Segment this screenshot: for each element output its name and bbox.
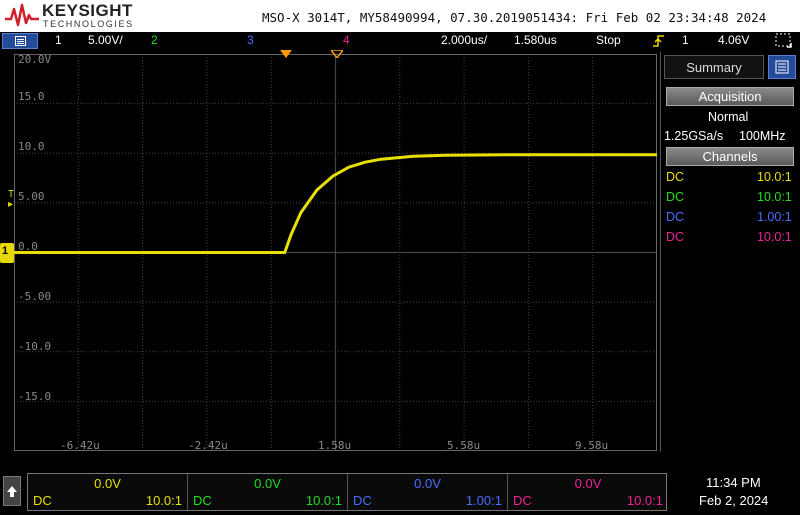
y-tick-label: 10.0 bbox=[18, 140, 45, 153]
trigger-marker-label: T bbox=[8, 189, 15, 200]
acquisition-section-button[interactable]: Acquisition bbox=[666, 87, 794, 106]
trigger-source[interactable]: 1 bbox=[682, 33, 689, 47]
acquisition-mode: Normal bbox=[708, 110, 749, 124]
trigger-level-marker[interactable]: T ▸ bbox=[8, 189, 15, 210]
ch1-coupling: DC bbox=[33, 493, 52, 508]
ch2-info-box[interactable]: 0.0V DC 10.0:1 bbox=[188, 474, 348, 510]
ch1-scale[interactable]: 5.00V/ bbox=[88, 33, 123, 47]
x-tick-label: -6.42u bbox=[60, 439, 100, 452]
y-tick-label: 5.00 bbox=[18, 190, 45, 203]
sidebar-ch4-probe: 10.0:1 bbox=[757, 230, 792, 244]
sidebar-ch3-probe: 1.00:1 bbox=[757, 210, 792, 224]
instrument-info: MSO-X 3014T, MY58490994, 07.30.201905143… bbox=[262, 10, 767, 25]
ch3-number[interactable]: 3 bbox=[247, 33, 254, 47]
ch3-info-box[interactable]: 0.0V DC 1.00:1 bbox=[348, 474, 508, 510]
timebase-delay[interactable]: 1.580us bbox=[514, 33, 557, 47]
sidebar-ch4-coupling: DC bbox=[666, 230, 685, 244]
ch1-number[interactable]: 1 bbox=[55, 33, 62, 47]
sidebar-ch2-coupling: DC bbox=[666, 190, 685, 204]
brand-name: KEYSIGHT bbox=[42, 1, 133, 20]
y-tick-label: 20.0V bbox=[18, 53, 52, 66]
sidebar-ch1-coupling: DC bbox=[666, 170, 685, 184]
ch1-probe: 10.0:1 bbox=[145, 493, 182, 508]
trigger-edge-icon bbox=[653, 35, 664, 47]
y-tick-label: -5.00 bbox=[18, 290, 52, 303]
channels-section-button[interactable]: Channels bbox=[666, 147, 794, 166]
ch4-info-box[interactable]: 0.0V DC 10.0:1 bbox=[508, 474, 668, 510]
ch3-coupling: DC bbox=[353, 493, 372, 508]
up-arrow-icon bbox=[7, 486, 17, 497]
ch1-trace bbox=[14, 153, 657, 254]
main-menu-button[interactable] bbox=[2, 33, 38, 49]
title-bar: KEYSIGHT TECHNOLOGIES MSO-X 3014T, MY584… bbox=[0, 0, 800, 32]
status-bar: 1 5.00V/ 2 3 4 2.000us/ 1.580us Stop 1 4… bbox=[0, 32, 800, 50]
y-tick-label: 15.0 bbox=[18, 90, 45, 103]
time-reference-marker-icon[interactable] bbox=[331, 50, 343, 58]
keysight-logo-icon bbox=[5, 3, 39, 27]
sidebar-menu-icon bbox=[775, 60, 789, 74]
ch4-probe: 10.0:1 bbox=[626, 493, 663, 508]
x-tick-label: 9.58u bbox=[575, 439, 609, 452]
sidebar-ch2-probe: 10.0:1 bbox=[757, 190, 792, 204]
brand-subtitle: TECHNOLOGIES bbox=[43, 19, 134, 29]
bandwidth: 100MHz bbox=[739, 129, 786, 143]
trigger-position-marker-icon[interactable] bbox=[280, 50, 292, 58]
summary-tab-label: Summary bbox=[686, 60, 742, 75]
sidebar bbox=[660, 52, 800, 452]
sample-rate: 1.25GSa/s bbox=[664, 129, 724, 143]
run-state[interactable]: Stop bbox=[596, 33, 621, 47]
menu-icon bbox=[15, 36, 26, 46]
ch1-ground-marker[interactable]: 1 bbox=[0, 243, 14, 263]
clock-time: 11:34 PM bbox=[706, 475, 761, 490]
channel-info-panel: 0.0V DC 10.0:1 0.0V DC 10.0:1 0.0V DC 1.… bbox=[27, 473, 667, 511]
ch4-number[interactable]: 4 bbox=[343, 33, 350, 47]
ch4-coupling: DC bbox=[513, 493, 532, 508]
x-tick-label: 1.58u bbox=[318, 439, 352, 452]
screen-capture-icon[interactable] bbox=[775, 33, 795, 49]
timebase-scale[interactable]: 2.000us/ bbox=[441, 33, 488, 47]
ch1-info-box[interactable]: 0.0V DC 10.0:1 bbox=[28, 474, 188, 510]
y-tick-label: 0.0 bbox=[18, 240, 38, 253]
sidebar-ch1-probe: 10.0:1 bbox=[757, 170, 792, 184]
ch4-offset: 0.0V bbox=[574, 476, 602, 491]
ch2-coupling: DC bbox=[193, 493, 212, 508]
sidebar-menu-button[interactable] bbox=[768, 55, 796, 79]
y-tick-label: -10.0 bbox=[18, 340, 52, 353]
trigger-level[interactable]: 4.06V bbox=[718, 33, 750, 47]
ch3-offset: 0.0V bbox=[414, 476, 441, 491]
waveform-display[interactable] bbox=[14, 54, 657, 451]
ch3-probe: 1.00:1 bbox=[465, 493, 502, 508]
summary-tab[interactable]: Summary bbox=[664, 55, 764, 79]
ch2-offset: 0.0V bbox=[254, 476, 281, 491]
ch2-probe: 10.0:1 bbox=[305, 493, 342, 508]
ch1-offset: 0.0V bbox=[94, 476, 121, 491]
x-tick-label: -2.42u bbox=[188, 439, 228, 452]
x-tick-label: 5.58u bbox=[447, 439, 481, 452]
home-button[interactable] bbox=[3, 476, 21, 506]
clock-date: Feb 2, 2024 bbox=[699, 493, 769, 508]
y-tick-label: -15.0 bbox=[18, 390, 52, 403]
sidebar-ch3-coupling: DC bbox=[666, 210, 685, 224]
ch2-number[interactable]: 2 bbox=[151, 33, 158, 47]
ch1-ground-label: 1 bbox=[2, 245, 9, 257]
